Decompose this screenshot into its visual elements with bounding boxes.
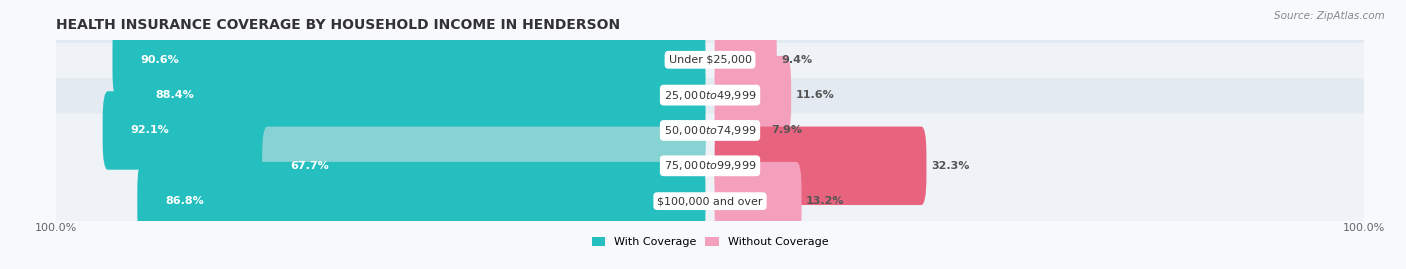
FancyBboxPatch shape: [112, 20, 706, 99]
FancyBboxPatch shape: [714, 162, 801, 240]
Text: 11.6%: 11.6%: [796, 90, 834, 100]
Text: 32.3%: 32.3%: [931, 161, 969, 171]
Text: $75,000 to $99,999: $75,000 to $99,999: [664, 159, 756, 172]
Legend: With Coverage, Without Coverage: With Coverage, Without Coverage: [592, 237, 828, 247]
Text: HEALTH INSURANCE COVERAGE BY HOUSEHOLD INCOME IN HENDERSON: HEALTH INSURANCE COVERAGE BY HOUSEHOLD I…: [56, 18, 620, 32]
FancyBboxPatch shape: [103, 91, 706, 170]
Text: Source: ZipAtlas.com: Source: ZipAtlas.com: [1274, 11, 1385, 21]
Text: 92.1%: 92.1%: [131, 125, 170, 136]
Text: $100,000 and over: $100,000 and over: [657, 196, 763, 206]
Text: 90.6%: 90.6%: [141, 55, 180, 65]
FancyBboxPatch shape: [714, 127, 927, 205]
FancyBboxPatch shape: [127, 56, 706, 134]
FancyBboxPatch shape: [262, 127, 706, 205]
FancyBboxPatch shape: [138, 162, 706, 240]
Text: 88.4%: 88.4%: [155, 90, 194, 100]
Text: 7.9%: 7.9%: [772, 125, 803, 136]
FancyBboxPatch shape: [44, 8, 1376, 183]
FancyBboxPatch shape: [714, 56, 792, 134]
FancyBboxPatch shape: [44, 78, 1376, 253]
Text: 9.4%: 9.4%: [782, 55, 813, 65]
Text: 13.2%: 13.2%: [806, 196, 845, 206]
Text: $25,000 to $49,999: $25,000 to $49,999: [664, 89, 756, 102]
Text: $50,000 to $74,999: $50,000 to $74,999: [664, 124, 756, 137]
FancyBboxPatch shape: [44, 0, 1376, 147]
FancyBboxPatch shape: [44, 114, 1376, 269]
Text: 86.8%: 86.8%: [166, 196, 204, 206]
FancyBboxPatch shape: [44, 43, 1376, 218]
FancyBboxPatch shape: [714, 91, 766, 170]
FancyBboxPatch shape: [714, 20, 776, 99]
Text: 67.7%: 67.7%: [290, 161, 329, 171]
Text: Under $25,000: Under $25,000: [668, 55, 752, 65]
